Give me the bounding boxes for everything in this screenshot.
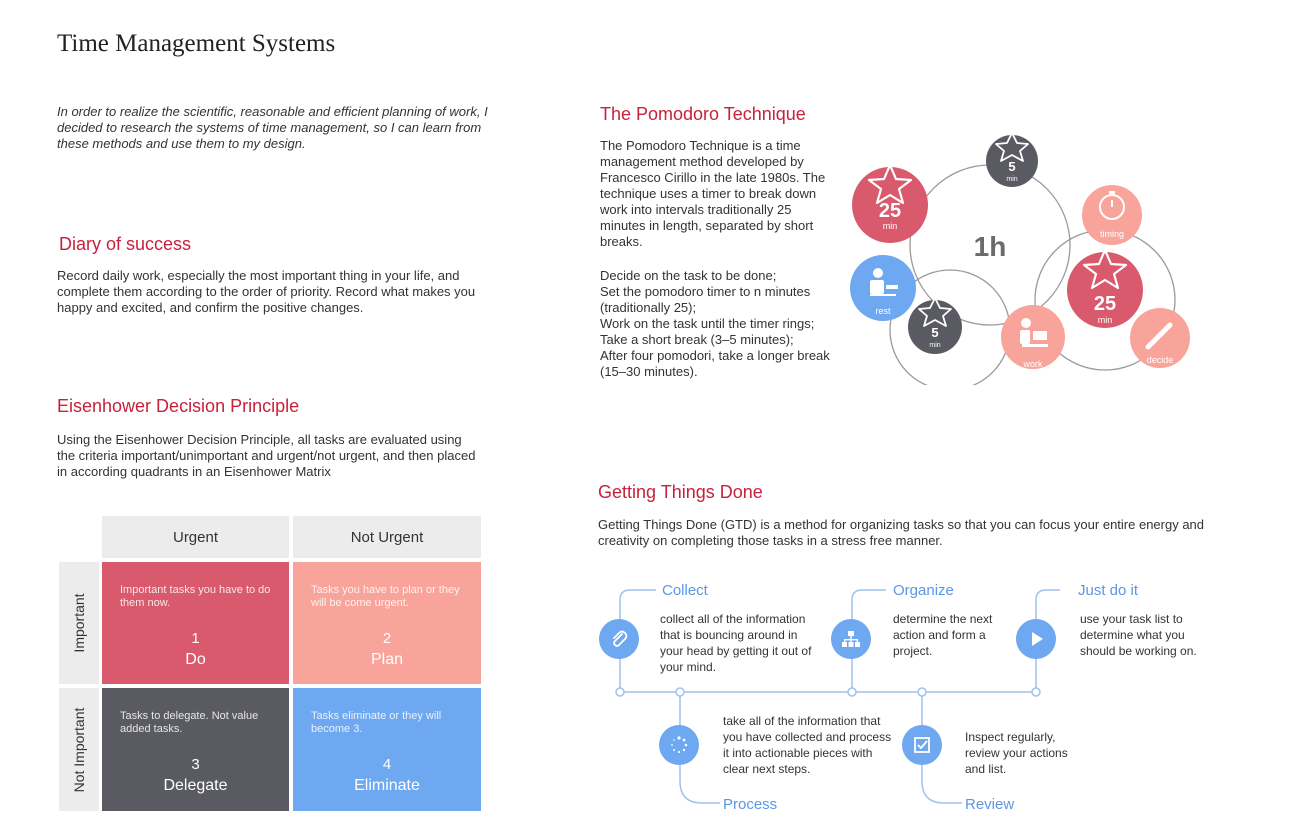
svg-text:rest: rest [875, 306, 891, 316]
pomodoro-step: Take a short break (3–5 minutes); [600, 332, 794, 347]
col-header-urgent: Urgent [102, 516, 289, 558]
tomato-25-icon: 25 min [852, 163, 928, 243]
pomodoro-step: After four pomodori, take a longer break… [600, 348, 830, 379]
quadrant-number: 2 [382, 630, 392, 647]
work-laptop-icon: work [1001, 305, 1065, 369]
tomato-5-top-icon: 5 min [986, 132, 1038, 187]
eisenhower-text: Using the Eisenhower Decision Principle,… [57, 432, 476, 479]
svg-text:min: min [929, 342, 940, 349]
gtd-text: Getting Things Done (GTD) is a method fo… [598, 517, 1205, 548]
pomodoro-steps: Decide on the task to be done; Set the p… [600, 268, 845, 380]
pomodoro-step: Decide on the task to be done; [600, 268, 777, 283]
svg-text:work: work [1022, 359, 1043, 369]
gtd-step-process-text: take all of the information that you hav… [723, 714, 892, 776]
quadrant-delegate: Tasks to delegate. Not value added tasks… [102, 688, 289, 811]
pomodoro-title: The Pomodoro Technique [600, 104, 806, 124]
rest-chair-icon: rest [850, 255, 916, 321]
checkbox-icon [902, 725, 942, 765]
svg-text:25: 25 [1094, 293, 1116, 315]
gtd-title: Getting Things Done [598, 482, 763, 502]
quadrant-desc: Tasks you have to plan or they will be c… [311, 584, 460, 609]
loading-icon [659, 725, 699, 765]
gtd-step-collect-text: collect all of the information that is b… [660, 612, 812, 674]
quadrant-desc: Important tasks you have to do them now. [120, 584, 271, 609]
svg-text:decide: decide [1147, 355, 1174, 365]
svg-text:timing: timing [1100, 229, 1124, 239]
gtd-step-review-title: Review [965, 796, 1015, 813]
quadrant-eliminate: Tasks eliminate or they will become 3. 4… [293, 688, 481, 811]
col-header-not-urgent: Not Urgent [293, 516, 481, 558]
timer-icon: timing [1082, 185, 1142, 245]
row-header-important-label: Important [71, 593, 87, 653]
svg-text:min: min [883, 221, 898, 231]
svg-text:5: 5 [931, 325, 938, 340]
svg-text:25: 25 [879, 200, 901, 222]
tomato-25-right-icon: 25 min [1067, 248, 1143, 328]
quadrant-label: Plan [370, 651, 404, 668]
quadrant-number: 4 [382, 756, 392, 773]
play-icon [1016, 619, 1056, 659]
quadrant-desc: Tasks eliminate or they will become 3. [311, 710, 442, 735]
gtd-step-collect-title: Collect [662, 582, 708, 599]
gtd-step-process-title: Process [723, 796, 778, 813]
page-title: Time Management Systems [57, 30, 336, 57]
diagram-center-label: 1h [974, 231, 1007, 262]
hierarchy-icon [831, 619, 871, 659]
quadrant-label: Eliminate [354, 777, 420, 794]
quadrant-number: 3 [191, 756, 200, 773]
gtd-step-just-do-it-title: Just do it [1078, 582, 1139, 599]
gtd-step-organize-text: determine the next action and form a pro… [893, 612, 993, 658]
pomodoro-step: Work on the task until the timer rings; [600, 316, 815, 331]
row-header-not-important: Not Important [59, 688, 99, 811]
svg-text:5: 5 [1008, 159, 1015, 174]
pomodoro-cycle-diagram: 1h 25 min 5 min timing 25 min decide [850, 132, 1190, 385]
gtd-flow-lines [615, 589, 1060, 804]
row-header-important: Important [59, 562, 99, 684]
intro-text: In order to realize the scientific, reas… [57, 104, 488, 151]
paperclip-icon [599, 619, 639, 659]
quadrant-desc: Tasks to delegate. Not value added tasks… [120, 710, 259, 735]
gtd-step-review-text: Inspect regularly, review your actions a… [965, 730, 1068, 776]
gtd-step-organize-title: Organize [893, 582, 954, 599]
quadrant-do: Important tasks you have to do them now.… [102, 562, 289, 684]
tomato-5-bottom-icon: 5 min [908, 297, 962, 354]
pomodoro-step: Set the pomodoro timer to n minutes (tra… [600, 284, 811, 315]
pomodoro-description: The Pomodoro Technique is a time managem… [600, 138, 826, 249]
pencil-icon: decide [1130, 308, 1190, 368]
svg-text:min: min [1006, 176, 1017, 183]
diary-title: Diary of success [59, 234, 192, 254]
eisenhower-title: Eisenhower Decision Principle [57, 396, 300, 416]
row-header-not-important-label: Not Important [71, 707, 87, 792]
diary-text: Record daily work, especially the most i… [57, 268, 476, 315]
quadrant-plan: Tasks you have to plan or they will be c… [293, 562, 481, 684]
quadrant-number: 1 [191, 630, 200, 647]
quadrant-label: Do [185, 651, 206, 668]
quadrant-label: Delegate [163, 777, 228, 794]
svg-text:min: min [1098, 315, 1113, 325]
gtd-step-just-do-it-text: use your task list to determine what you… [1080, 612, 1197, 658]
